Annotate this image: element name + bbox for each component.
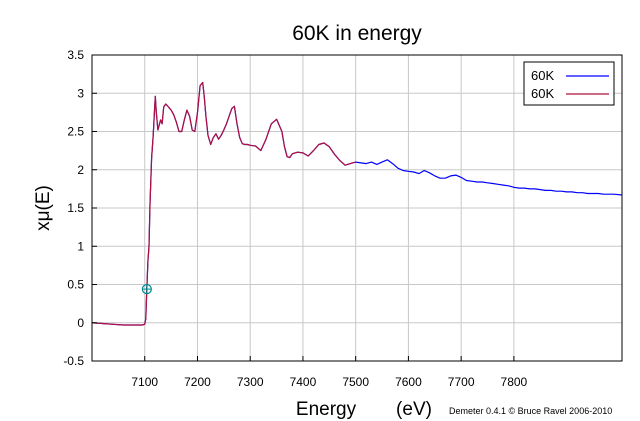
x-tick-label: 7100 (131, 375, 158, 389)
y-axis-label: xμ(E) (33, 185, 54, 231)
x-axis-unit: (eV) (396, 399, 432, 420)
credit-text: Demeter 0.4.1 © Bruce Ravel 2006-2010 (449, 406, 612, 416)
x-tick-label: 7300 (237, 375, 264, 389)
x-tick-label: 7400 (290, 375, 317, 389)
x-tick-label: 7200 (184, 375, 211, 389)
x-tick-label: 7700 (448, 375, 475, 389)
y-tick-label: -0.5 (63, 354, 84, 368)
legend-box (523, 61, 615, 106)
y-tick-label: 1.5 (67, 201, 84, 215)
series-line-2 (91, 81, 356, 326)
x-axis-ticks: 7100 7200 7300 7400 7500 7600 7700 7800 (131, 356, 528, 389)
x-axis-label: Energy (296, 399, 357, 420)
legend: 60K 60K (523, 61, 615, 106)
x-tick-label: 7800 (501, 375, 528, 389)
y-axis-ticks: -0.5 0 0.5 1 1.5 2 2.5 3 3.5 (63, 48, 97, 368)
x-tick-label: 7500 (342, 375, 369, 389)
y-tick-label: 3.5 (67, 48, 84, 62)
y-tick-label: 3 (77, 86, 84, 100)
marker-layer (141, 283, 152, 295)
y-tick-label: 0.5 (67, 278, 84, 292)
chart-title: 60K in energy (292, 22, 422, 45)
y-tick-label: 2.5 (67, 125, 84, 139)
y-tick-label: 0 (77, 316, 84, 330)
legend-label-2: 60K (531, 86, 554, 101)
x-tick-label: 7600 (395, 375, 422, 389)
legend-label-1: 60K (531, 68, 554, 83)
series-layer (91, 81, 623, 326)
y-tick-label: 1 (77, 239, 84, 253)
y-tick-label: 2 (77, 163, 84, 177)
